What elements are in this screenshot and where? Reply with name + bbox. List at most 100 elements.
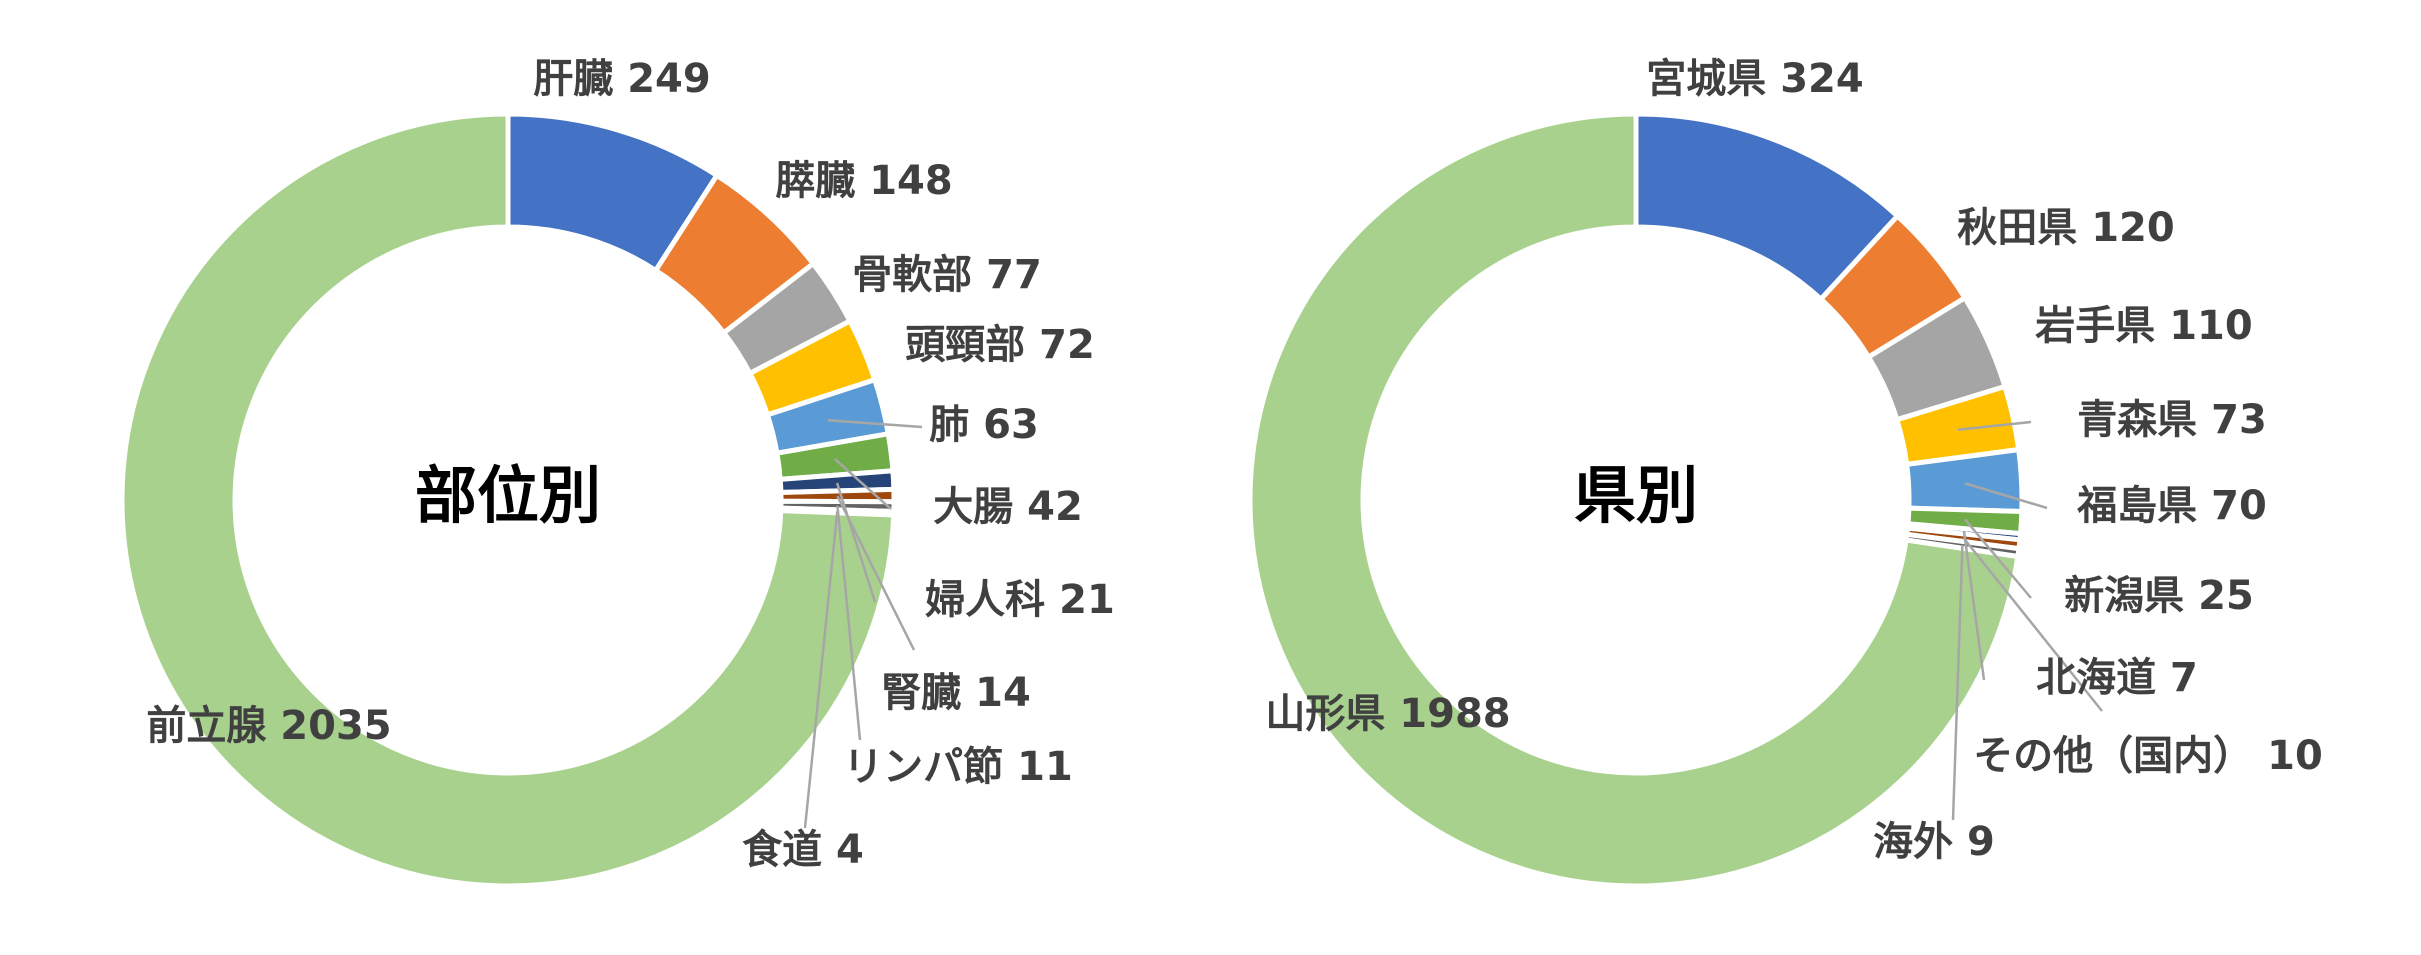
label-name: 福島県 — [2076, 483, 2197, 529]
label-name: 北海道 — [2036, 655, 2156, 701]
label-name: リンパ節 — [843, 744, 1003, 790]
leader-line — [803, 511, 839, 829]
data-label: 食道 4 — [742, 827, 864, 873]
leader-line — [827, 418, 923, 429]
label-name: 食道 — [742, 827, 822, 873]
label-value: 25 — [2198, 573, 2254, 619]
label-space — [1953, 819, 1967, 865]
label-value: 14 — [975, 670, 1031, 716]
label-name: 前立腺 — [146, 703, 267, 749]
label-space — [972, 252, 986, 298]
label-space — [1025, 322, 1039, 368]
label-name: 宮城県 — [1646, 56, 1766, 102]
data-label: 大腸 42 — [933, 484, 1083, 530]
data-label: 前立腺 2035 — [146, 703, 391, 749]
label-value: 9 — [1967, 819, 1995, 865]
label-space — [1003, 744, 1017, 790]
label-value: 148 — [869, 158, 953, 204]
label-space — [2253, 733, 2267, 779]
label-name: 山形県 — [1265, 691, 1385, 737]
label-space — [855, 158, 869, 204]
donut — [1247, 111, 2025, 889]
label-value: 249 — [627, 56, 711, 102]
label-name: 新潟県 — [2064, 573, 2184, 619]
label-space — [822, 827, 836, 873]
label-space — [2155, 303, 2169, 349]
label-space — [1013, 484, 1027, 530]
data-label: 福島県 70 — [2076, 483, 2267, 529]
label-value: 21 — [1059, 577, 1115, 623]
label-name: 頭頸部 — [905, 322, 1025, 368]
leader-line — [1962, 536, 2103, 712]
data-label: 宮城県 324 — [1646, 56, 1863, 102]
label-name: 肝臓 — [533, 56, 613, 102]
data-label: 秋田県 120 — [1957, 205, 2174, 251]
label-value: 7 — [2170, 655, 2198, 701]
leader-line — [835, 482, 877, 603]
leader-line — [1957, 420, 2032, 432]
label-value: 11 — [1017, 744, 1073, 790]
label-value: 10 — [2267, 733, 2323, 779]
leader-line — [836, 505, 862, 741]
data-label: 北海道 7 — [2036, 655, 2198, 701]
label-name: 骨軟部 — [852, 252, 972, 298]
data-label: 新潟県 25 — [2064, 573, 2254, 619]
data-label: 海外 9 — [1873, 819, 1995, 865]
label-value: 324 — [1780, 56, 1864, 102]
leader-line — [1963, 518, 2032, 599]
label-value: 110 — [2169, 303, 2253, 349]
donut — [119, 111, 897, 889]
slice — [1247, 111, 2021, 889]
data-label: 骨軟部 77 — [852, 252, 1042, 298]
label-space — [266, 703, 280, 749]
label-space — [613, 56, 627, 102]
label-space — [2197, 397, 2211, 443]
leader-line — [836, 495, 916, 651]
data-label: その他（国内） 10 — [1973, 733, 2323, 779]
leader-line — [1951, 544, 1964, 821]
label-space — [2077, 205, 2091, 251]
label-value: 63 — [983, 402, 1039, 448]
label-space — [1045, 577, 1059, 623]
label-name: 肺 — [929, 402, 969, 448]
label-value: 70 — [2211, 483, 2267, 529]
label-value: 4 — [836, 827, 864, 873]
label-space — [2184, 573, 2198, 619]
label-value: 42 — [1027, 484, 1083, 530]
label-space — [1766, 56, 1780, 102]
label-value: 73 — [2211, 397, 2267, 443]
chart-title: 県別 — [1574, 459, 1698, 532]
label-space — [969, 402, 983, 448]
data-label: 頭頸部 72 — [905, 322, 1095, 368]
label-space — [961, 670, 975, 716]
label-name: その他（国内） — [1973, 733, 2253, 779]
slice — [119, 111, 897, 889]
data-label: 肝臓 249 — [533, 56, 710, 102]
label-value: 120 — [2091, 205, 2175, 251]
data-label: 婦人科 21 — [925, 577, 1115, 623]
label-name: 青森県 — [2077, 397, 2197, 443]
label-name: 海外 — [1873, 819, 1953, 865]
data-label: 青森県 73 — [2077, 397, 2267, 443]
leaders — [803, 418, 923, 829]
label-name: 婦人科 — [925, 577, 1045, 623]
label-space — [1385, 691, 1399, 737]
data-label: 山形県 1988 — [1265, 691, 1510, 737]
data-label: 肺 63 — [929, 402, 1039, 448]
label-name: 腎臓 — [881, 670, 961, 716]
data-label: 腎臓 14 — [881, 670, 1031, 716]
label-space — [2197, 483, 2211, 529]
label-name: 岩手県 — [2035, 303, 2155, 349]
leader-line — [1962, 531, 1986, 681]
leaders — [1951, 420, 2103, 821]
data-label: 膵臓 148 — [775, 158, 952, 204]
leader-line — [1964, 482, 2048, 510]
label-name: 膵臓 — [775, 158, 855, 204]
label-value: 72 — [1039, 322, 1095, 368]
label-name: 大腸 — [933, 484, 1013, 530]
data-label: 岩手県 110 — [2035, 303, 2252, 349]
label-space — [2156, 655, 2170, 701]
data-label: リンパ節 11 — [843, 744, 1073, 790]
label-value: 1988 — [1399, 691, 1510, 737]
